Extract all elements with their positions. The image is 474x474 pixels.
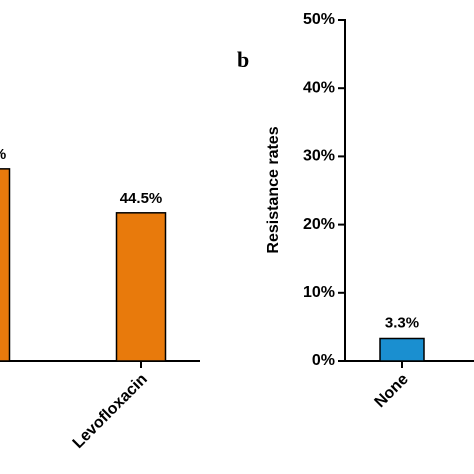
y-tick-label: 10%	[303, 284, 335, 301]
bar	[379, 337, 425, 362]
panel-label: b	[237, 47, 249, 72]
y-tick-label: 20%	[303, 216, 335, 233]
y-axis-label: Resistance rates	[265, 126, 282, 253]
y-tick-label: 30%	[303, 148, 335, 165]
bar	[0, 168, 11, 362]
bar	[115, 212, 167, 362]
x-tick-label: Levofloxacin	[70, 371, 151, 452]
value-label: 44.5%	[120, 190, 163, 207]
y-tick-label: 50%	[303, 11, 335, 28]
y-tick-label: 0%	[312, 352, 335, 369]
value-label: 3.3%	[385, 314, 419, 331]
y-tick-label: 40%	[303, 79, 335, 96]
x-tick-label: None	[372, 371, 412, 411]
value-label: 57.7%	[0, 146, 6, 163]
